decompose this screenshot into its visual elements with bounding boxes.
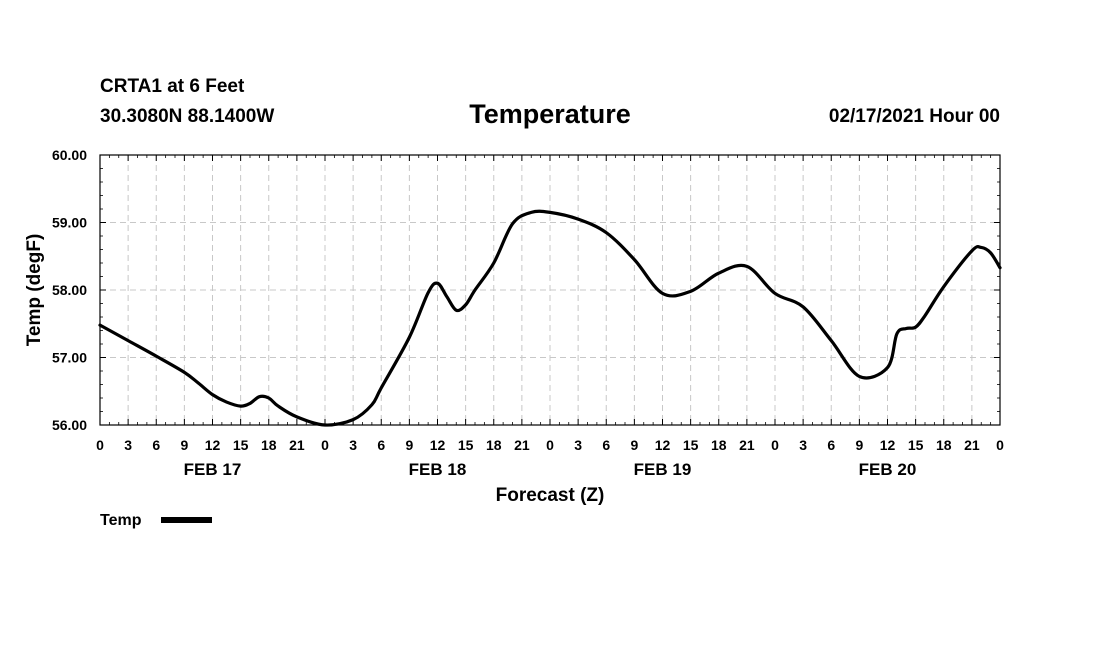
x-tick-label: 6 <box>602 437 610 453</box>
coordinates-label: 30.3080N 88.1400W <box>100 106 275 127</box>
day-label: FEB 18 <box>409 460 467 479</box>
x-tick-label: 15 <box>908 437 924 453</box>
y-tick-label: 60.00 <box>52 147 87 163</box>
x-tick-label: 18 <box>486 437 502 453</box>
x-tick-label: 0 <box>96 437 104 453</box>
x-tick-label: 18 <box>261 437 277 453</box>
y-tick-labels: 56.00 57.00 58.00 59.00 60.00 <box>52 147 87 433</box>
x-tick-label: 12 <box>880 437 896 453</box>
x-tick-label: 9 <box>405 437 413 453</box>
day-label: FEB 19 <box>634 460 692 479</box>
y-tick-label: 57.00 <box>52 350 87 366</box>
legend-label: Temp <box>100 512 142 529</box>
day-label: FEB 17 <box>184 460 242 479</box>
x-tick-label: 6 <box>152 437 160 453</box>
x-tick-label: 15 <box>458 437 474 453</box>
x-tick-label: 3 <box>124 437 132 453</box>
x-tick-label: 21 <box>739 437 755 453</box>
x-tick-label: 3 <box>799 437 807 453</box>
x-tick-label: 0 <box>321 437 329 453</box>
plot-frame <box>99 154 1001 426</box>
chart-title: Temperature <box>469 99 631 129</box>
x-tick-label: 21 <box>964 437 980 453</box>
x-tick-label: 12 <box>205 437 221 453</box>
x-tick-label: 6 <box>377 437 385 453</box>
legend: Temp <box>100 512 212 529</box>
temp-series-line <box>98 209 1002 427</box>
x-tick-labels: 0 3 6 9 12 15 18 21 0 3 6 9 12 15 18 21 0 3 6 9 12 15 18 21 0 3 6 9… <box>96 437 1004 453</box>
x-tick-label: 9 <box>630 437 638 453</box>
gridlines <box>100 155 1000 425</box>
y-axis-title: Temp (degF) <box>24 234 45 347</box>
x-tick-label: 9 <box>180 437 188 453</box>
y-tick-label: 59.00 <box>52 215 87 231</box>
x-tick-label: 15 <box>233 437 249 453</box>
series-group <box>98 209 1002 427</box>
x-axis-title: Forecast (Z) <box>496 485 605 506</box>
y-tick-label: 58.00 <box>52 282 87 298</box>
day-label: FEB 20 <box>859 460 917 479</box>
station-label: CRTA1 at 6 Feet <box>100 76 245 97</box>
x-tick-label: 18 <box>936 437 952 453</box>
x-tick-label: 9 <box>855 437 863 453</box>
y-tick-label: 56.00 <box>52 417 87 433</box>
x-tick-label: 0 <box>996 437 1004 453</box>
x-tick-label: 3 <box>574 437 582 453</box>
x-tick-label: 0 <box>546 437 554 453</box>
x-tick-label: 15 <box>683 437 699 453</box>
x-tick-label: 0 <box>771 437 779 453</box>
x-tick-label: 12 <box>655 437 671 453</box>
x-tick-label: 12 <box>430 437 446 453</box>
day-labels: FEB 17 FEB 18 FEB 19 FEB 20 <box>184 460 917 479</box>
issue-time-label: 02/17/2021 Hour 00 <box>828 106 1000 127</box>
x-tick-label: 18 <box>711 437 727 453</box>
x-tick-label: 21 <box>289 437 305 453</box>
x-tick-label: 3 <box>349 437 357 453</box>
x-tick-label: 6 <box>827 437 835 453</box>
x-tick-label: 21 <box>514 437 530 453</box>
